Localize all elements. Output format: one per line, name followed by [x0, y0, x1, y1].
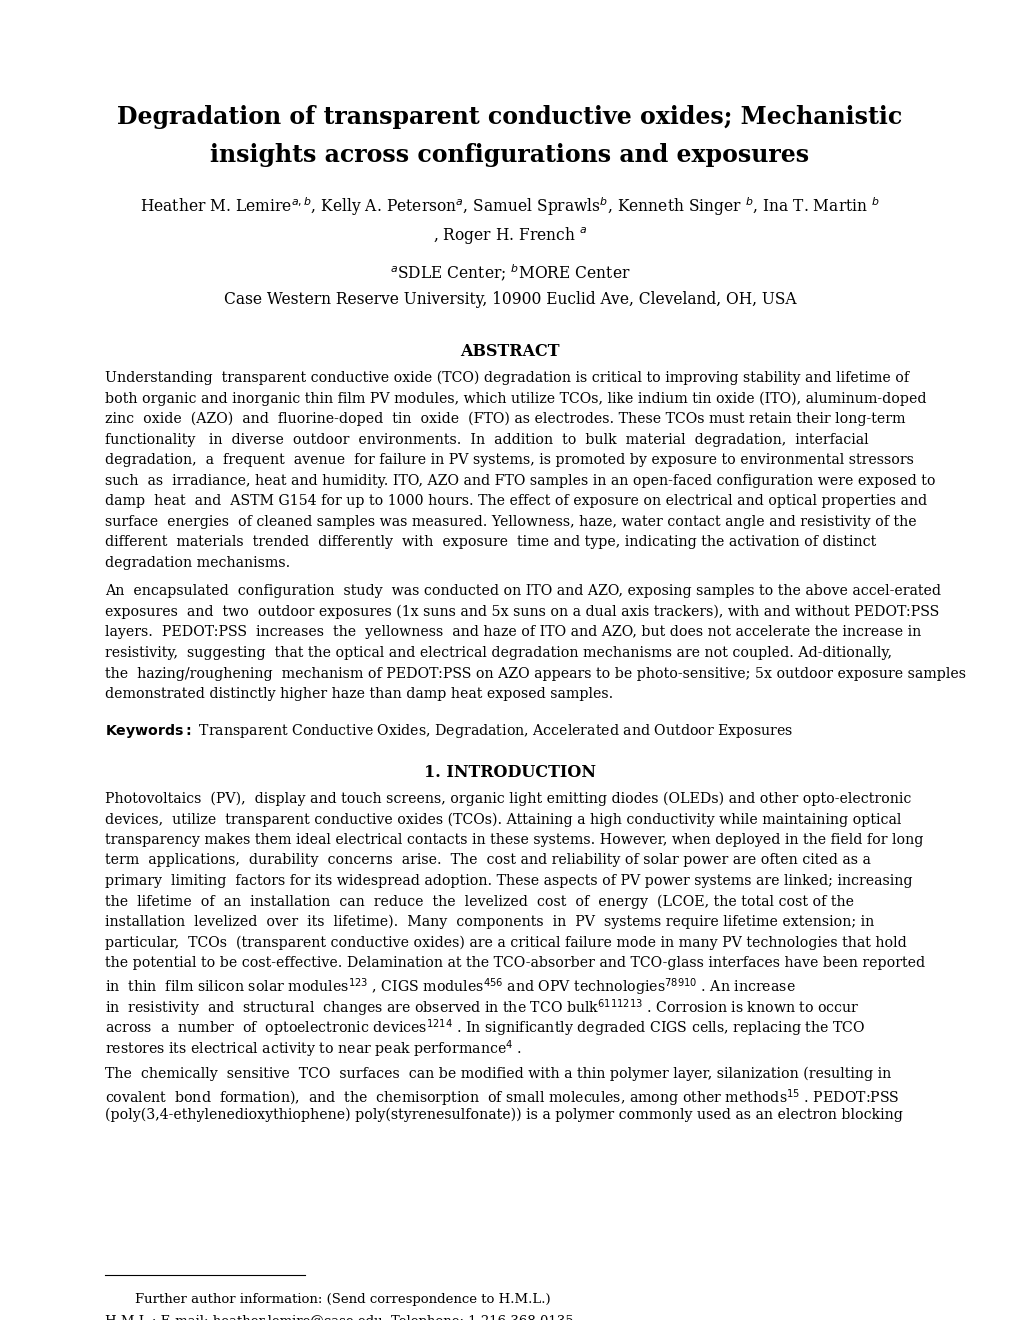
Text: ABSTRACT: ABSTRACT — [460, 343, 559, 360]
Text: damp  heat  and  ASTM G154 for up to 1000 hours. The effect of exposure on elect: damp heat and ASTM G154 for up to 1000 h… — [105, 494, 926, 508]
Text: across  a  number  of  optoelectronic devices$^{1214}$ . In significantly degrad: across a number of optoelectronic device… — [105, 1018, 864, 1039]
Text: 1. INTRODUCTION: 1. INTRODUCTION — [424, 764, 595, 780]
Text: transparency makes them ideal electrical contacts in these systems. However, whe: transparency makes them ideal electrical… — [105, 833, 922, 846]
Text: restores its electrical activity to near peak performance$^{4}$ .: restores its electrical activity to near… — [105, 1038, 522, 1060]
Text: An  encapsulated  configuration  study  was conducted on ITO and AZO, exposing s: An encapsulated configuration study was … — [105, 585, 941, 598]
Text: resistivity,  suggesting  that the optical and electrical degradation mechanisms: resistivity, suggesting that the optical… — [105, 645, 892, 660]
Text: Degradation of transparent conductive oxides; Mechanistic: Degradation of transparent conductive ox… — [117, 106, 902, 129]
Text: insights across configurations and exposures: insights across configurations and expos… — [210, 143, 809, 168]
Text: surface  energies  of cleaned samples was measured. Yellowness, haze, water cont: surface energies of cleaned samples was … — [105, 515, 916, 529]
Text: demonstrated distinctly higher haze than damp heat exposed samples.: demonstrated distinctly higher haze than… — [105, 688, 612, 701]
Text: The  chemically  sensitive  TCO  surfaces  can be modified with a thin polymer l: The chemically sensitive TCO surfaces ca… — [105, 1067, 891, 1081]
Text: zinc  oxide  (AZO)  and  fluorine-doped  tin  oxide  (FTO) as electrodes. These : zinc oxide (AZO) and fluorine-doped tin … — [105, 412, 905, 426]
Text: covalent  bond  formation),  and  the  chemisorption  of small molecules, among : covalent bond formation), and the chemis… — [105, 1088, 899, 1109]
Text: degradation mechanisms.: degradation mechanisms. — [105, 556, 290, 570]
Text: particular,  TCOs  (transparent conductive oxides) are a critical failure mode i: particular, TCOs (transparent conductive… — [105, 936, 906, 950]
Text: devices,  utilize  transparent conductive oxides (TCOs). Attaining a high conduc: devices, utilize transparent conductive … — [105, 812, 901, 826]
Text: in  resistivity  and  structural  changes are observed in the TCO bulk$^{6111213: in resistivity and structural changes ar… — [105, 997, 859, 1019]
Text: different  materials  trended  differently  with  exposure  time and type, indic: different materials trended differently … — [105, 536, 875, 549]
Text: primary  limiting  factors for its widespread adoption. These aspects of PV powe: primary limiting factors for its widespr… — [105, 874, 912, 888]
Text: both organic and inorganic thin film PV modules, which utilize TCOs, like indium: both organic and inorganic thin film PV … — [105, 392, 925, 407]
Text: degradation,  a  frequent  avenue  for failure in PV systems, is promoted by exp: degradation, a frequent avenue for failu… — [105, 453, 913, 467]
Text: term  applications,  durability  concerns  arise.  The  cost and reliability of : term applications, durability concerns a… — [105, 853, 870, 867]
Text: Heather M. Lemire$^{a,b}$, Kelly A. Peterson$^{a}$, Samuel Sprawls$^{b}$, Kennet: Heather M. Lemire$^{a,b}$, Kelly A. Pete… — [140, 195, 879, 218]
Text: the  hazing/roughening  mechanism of PEDOT:PSS on AZO appears to be photo-sensit: the hazing/roughening mechanism of PEDOT… — [105, 667, 965, 681]
Text: Photovoltaics  (PV),  display and touch screens, organic light emitting diodes (: Photovoltaics (PV), display and touch sc… — [105, 792, 911, 807]
Text: installation  levelized  over  its  lifetime).  Many  components  in  PV  system: installation levelized over its lifetime… — [105, 915, 873, 929]
Text: Understanding  transparent conductive oxide (TCO) degradation is critical to imp: Understanding transparent conductive oxi… — [105, 371, 908, 385]
Text: $^{a}$SDLE Center; $^{b}$MORE Center: $^{a}$SDLE Center; $^{b}$MORE Center — [389, 263, 630, 284]
Text: in  thin  film silicon solar modules$^{123}$ , CIGS modules$^{456}$ and OPV tech: in thin film silicon solar modules$^{123… — [105, 977, 795, 998]
Text: the  lifetime  of  an  installation  can  reduce  the  levelized  cost  of  ener: the lifetime of an installation can redu… — [105, 895, 853, 908]
Text: Case Western Reserve University, 10900 Euclid Ave, Cleveland, OH, USA: Case Western Reserve University, 10900 E… — [223, 290, 796, 308]
Text: layers.  PEDOT:PSS  increases  the  yellowness  and haze of ITO and AZO, but doe: layers. PEDOT:PSS increases the yellowne… — [105, 626, 920, 639]
Text: , Roger H. French $^{a}$: , Roger H. French $^{a}$ — [432, 224, 587, 246]
Text: such  as  irradiance, heat and humidity. ITO, AZO and FTO samples in an open-fac: such as irradiance, heat and humidity. I… — [105, 474, 934, 487]
Text: H.M.L.: E-mail: heather.lemire@case.edu, Telephone: 1 216 368 0135: H.M.L.: E-mail: heather.lemire@case.edu,… — [105, 1315, 573, 1320]
Text: Further author information: (Send correspondence to H.M.L.): Further author information: (Send corres… — [135, 1294, 550, 1305]
Text: functionality   in  diverse  outdoor  environments.  In  addition  to  bulk  mat: functionality in diverse outdoor environ… — [105, 433, 868, 446]
Text: $\mathbf{Keywords:}$ Transparent Conductive Oxides, Degradation, Accelerated and: $\mathbf{Keywords:}$ Transparent Conduct… — [105, 722, 793, 739]
Text: exposures  and  two  outdoor exposures (1x suns and 5x suns on a dual axis track: exposures and two outdoor exposures (1x … — [105, 605, 938, 619]
Text: (poly(3,4-ethylenedioxythiophene) poly(styrenesulfonate)) is a polymer commonly : (poly(3,4-ethylenedioxythiophene) poly(s… — [105, 1107, 902, 1122]
Text: the potential to be cost-effective. Delamination at the TCO-absorber and TCO-gla: the potential to be cost-effective. Dela… — [105, 956, 924, 970]
